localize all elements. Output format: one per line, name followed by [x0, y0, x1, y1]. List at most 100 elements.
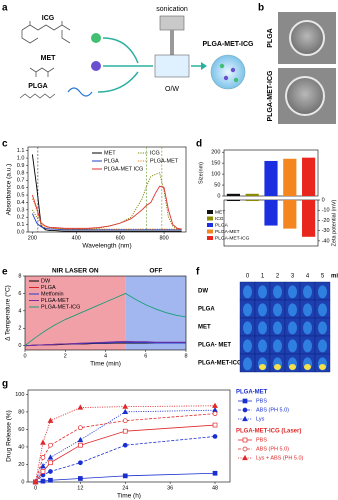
nanoparticle [210, 54, 246, 90]
y-tick-label: 0.1 [17, 222, 25, 228]
thermal-body [288, 339, 297, 353]
y-tick-label: 4 [18, 308, 21, 314]
marker [78, 476, 83, 481]
marker [122, 403, 129, 409]
thermal-body [318, 321, 327, 335]
legend-label: PLGA [41, 285, 56, 291]
thermal-body [258, 285, 267, 299]
thermal-hotspot [259, 363, 266, 370]
x-tick-label: 8 [184, 353, 187, 359]
legend-label: Metfomin [41, 291, 64, 297]
thermal-body [243, 339, 252, 353]
molecule [21, 21, 71, 44]
legend-label: PLGA [215, 222, 229, 228]
column-label: 2 [276, 274, 280, 280]
x-tick-label: 48 [212, 485, 218, 491]
y-axis-label: Zeta potential (mV) [331, 199, 337, 246]
scheme: ICG MET PLGA sonication O/W PLGA-MET-ICG [19, 6, 254, 99]
thermal-body [243, 357, 252, 371]
marker [212, 470, 218, 476]
marker [48, 469, 53, 474]
y-tick-label: 0.6 [17, 185, 25, 191]
marker [78, 425, 83, 431]
y-tick-label: 0 [217, 193, 220, 199]
bar [264, 200, 278, 226]
legend-swatch [207, 223, 213, 227]
legend-label: ABS (PH 5.0) [256, 446, 289, 452]
row-label: PLGA-MET-ICG [198, 361, 242, 367]
legend-marker [242, 437, 248, 443]
y-tick-label: 1.0 [17, 156, 25, 162]
x-axis-label: Time (min) [90, 361, 121, 368]
y-tick-label: -30 [322, 228, 330, 234]
legend-label: ICG [215, 216, 224, 222]
row-label: DW [198, 289, 208, 295]
series-line [35, 405, 216, 483]
marker [48, 477, 53, 483]
marker [122, 428, 128, 434]
thermal-body [243, 285, 252, 299]
marker [40, 455, 46, 460]
series-line [32, 172, 182, 231]
y-tick-label: 80 [18, 409, 24, 415]
marker [212, 434, 218, 439]
marker [78, 442, 83, 448]
bar [245, 193, 259, 196]
tem-label: PLGA-MET-ICG [267, 70, 274, 121]
thermal-body [288, 321, 297, 335]
legend-label: PBS [256, 398, 267, 404]
thermal-body [243, 321, 252, 335]
column-unit: min [331, 274, 338, 280]
thermal-hotspot [319, 363, 326, 370]
bar [245, 200, 259, 202]
y-tick-label: 8 [18, 273, 21, 279]
thermal-body [273, 339, 282, 353]
column-label: 5 [321, 274, 325, 280]
marker [32, 478, 39, 485]
column-label: 1 [261, 274, 265, 280]
bar [226, 193, 240, 196]
row-label: PLGA [198, 307, 215, 313]
bar [264, 160, 278, 196]
y-tick-label: 0.9 [17, 163, 25, 169]
panel-label: a [2, 3, 8, 14]
arrow-head [201, 62, 207, 70]
x-tick-label: 0 [34, 485, 37, 491]
scheme-label: ICG [42, 15, 55, 22]
x-axis-label: Wavelength (nm) [82, 243, 131, 250]
bar [302, 157, 316, 196]
series-line [35, 424, 216, 483]
icg-sphere [91, 33, 101, 43]
thermal-body [288, 285, 297, 299]
np-dot [230, 67, 236, 73]
legend-swatch [207, 236, 213, 240]
thermal-body [303, 285, 312, 299]
marker [40, 469, 46, 474]
y-axis-label: Δ Temperature (°C) [4, 285, 12, 341]
y-tick-label: 150 [211, 161, 220, 167]
probe [170, 30, 174, 60]
scheme-label: PLGA [28, 83, 47, 90]
series-line [31, 185, 182, 230]
x-tick-label: 36 [167, 485, 173, 491]
y-tick-label: 60 [18, 427, 24, 433]
region-label: OFF [149, 268, 162, 275]
y-tick-label: 2 [18, 326, 21, 332]
y-axis-label: Drug Release (%) [6, 410, 13, 462]
legend-label: DW [41, 278, 51, 284]
sonicator [159, 15, 185, 31]
series-line [24, 292, 187, 347]
y-tick-label: 100 [15, 392, 24, 398]
thermal-hotspot [289, 363, 296, 370]
marker [47, 454, 54, 460]
y-axis-label: Size(nm) [198, 162, 204, 184]
thermal-hotspot [304, 363, 311, 370]
marker [122, 418, 128, 424]
marker [48, 442, 53, 448]
series-line [31, 198, 182, 230]
legend-label: ICG [150, 150, 160, 156]
legend-label: Lys [256, 416, 265, 422]
column-label: 3 [291, 274, 295, 280]
legend-marker [242, 415, 248, 422]
